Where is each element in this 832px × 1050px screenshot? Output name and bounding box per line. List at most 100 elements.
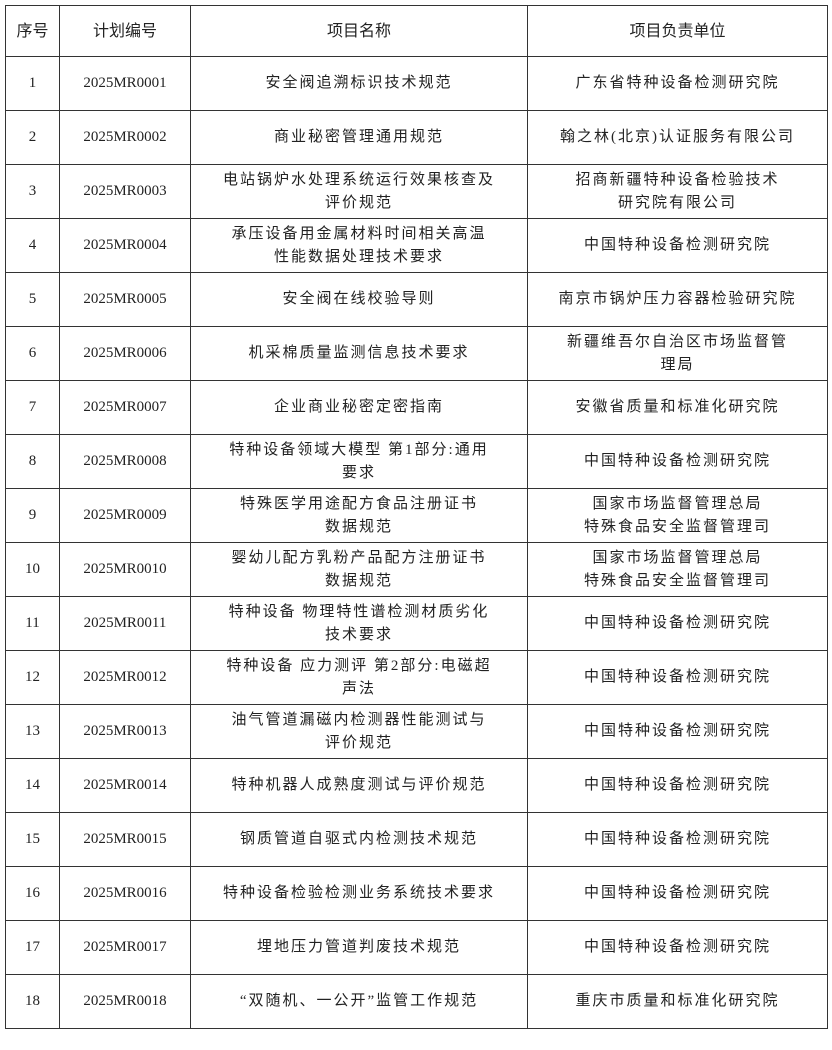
cell-responsible-unit-line: 中国特种设备检测研究院: [583, 615, 771, 631]
cell-responsible-unit-line: 理局: [660, 356, 695, 373]
cell-project-name-line: 安全阀在线校验导则: [282, 291, 436, 307]
table-row: 7 2025MR0007 企业商业秘密定密指南 安徽省质量和标准化研究院: [5, 380, 828, 435]
cell-responsible-unit-line: 新疆维吾尔自治区市场监督管: [566, 333, 788, 350]
table-row: 17 2025MR0017 埋地压力管道判废技术规范 中国特种设备检测研究院: [5, 920, 828, 975]
cell-project-name-line: 特种设备 应力测评 第2部分:电磁超: [226, 657, 492, 674]
cell-no: 9: [5, 488, 60, 543]
cell-responsible-unit-line: 特殊食品安全监督管理司: [583, 518, 771, 535]
cell-code: 2025MR0009: [59, 488, 191, 543]
cell-no: 3: [5, 164, 60, 219]
table-row: 3 2025MR0003 电站锅炉水处理系统运行效果核查及 评价规范 招商新疆特种设备检…: [5, 164, 828, 219]
cell-project-name-line: 电站锅炉水处理系统运行效果核查及: [222, 171, 495, 188]
cell-responsible-unit-line: 安徽省质量和标准化研究院: [575, 399, 780, 415]
cell-project-name: 特种设备 应力测评 第2部分:电磁超 声法: [190, 650, 528, 705]
cell-project-name: 商业秘密管理通用规范: [190, 110, 528, 165]
cell-responsible-unit-line: 中国特种设备检测研究院: [583, 831, 771, 847]
cell-project-name-line: 要求: [341, 464, 376, 481]
cell-project-name: 安全阀追溯标识技术规范: [190, 56, 528, 111]
cell-responsible-unit: 中国特种设备检测研究院: [527, 920, 828, 975]
cell-project-name: 机采棉质量监测信息技术要求: [190, 326, 528, 381]
cell-code: 2025MR0014: [59, 758, 191, 813]
cell-code: 2025MR0016: [59, 866, 191, 921]
cell-responsible-unit-line: 中国特种设备检测研究院: [583, 885, 771, 901]
table-row: 18 2025MR0018 “双随机、一公开”监管工作规范 重庆市质量和标准化研究院: [5, 974, 828, 1029]
cell-project-name-line: 特种设备领域大模型 第1部分:通用: [229, 441, 489, 458]
cell-responsible-unit-line: 广东省特种设备检测研究院: [575, 75, 780, 91]
cell-project-name-line: 商业秘密管理通用规范: [273, 129, 444, 145]
cell-responsible-unit-line: 中国特种设备检测研究院: [583, 669, 771, 685]
cell-responsible-unit-line: 中国特种设备检测研究院: [583, 723, 771, 739]
cell-project-name-line: 油气管道漏磁内检测器性能测试与: [231, 711, 487, 728]
cell-project-name-line: 评价规范: [324, 194, 393, 211]
cell-responsible-unit-line: 国家市场监督管理总局: [592, 495, 763, 512]
cell-no: 1: [5, 56, 60, 111]
cell-code: 2025MR0001: [59, 56, 191, 111]
cell-responsible-unit: 新疆维吾尔自治区市场监督管 理局: [527, 326, 828, 381]
cell-responsible-unit-line: 研究院有限公司: [617, 194, 737, 211]
table-row: 5 2025MR0005 安全阀在线校验导则 南京市锅炉压力容器检验研究院: [5, 272, 828, 327]
cell-project-name-line: 钢质管道自驱式内检测技术规范: [239, 831, 478, 847]
cell-responsible-unit: 中国特种设备检测研究院: [527, 434, 828, 489]
table-row: 6 2025MR0006 机采棉质量监测信息技术要求 新疆维吾尔自治区市场监督管 理局: [5, 326, 828, 381]
cell-code: 2025MR0011: [59, 596, 191, 651]
cell-project-name: 企业商业秘密定密指南: [190, 380, 528, 435]
cell-code: 2025MR0013: [59, 704, 191, 759]
cell-responsible-unit-line: 中国特种设备检测研究院: [583, 777, 771, 793]
cell-project-name-line: 企业商业秘密定密指南: [273, 399, 444, 415]
cell-code: 2025MR0010: [59, 542, 191, 597]
cell-project-name-line: 性能数据处理技术要求: [273, 248, 444, 265]
cell-project-name: 电站锅炉水处理系统运行效果核查及 评价规范: [190, 164, 528, 219]
cell-code: 2025MR0017: [59, 920, 191, 975]
cell-project-name-line: 特种机器人成熟度测试与评价规范: [231, 777, 487, 793]
cell-responsible-unit-line: 招商新疆特种设备检验技术: [575, 171, 780, 188]
cell-responsible-unit: 重庆市质量和标准化研究院: [527, 974, 828, 1029]
cell-no: 8: [5, 434, 60, 489]
cell-responsible-unit-line: 重庆市质量和标准化研究院: [575, 993, 780, 1009]
cell-responsible-unit: 招商新疆特种设备检验技术 研究院有限公司: [527, 164, 828, 219]
cell-no: 4: [5, 218, 60, 273]
cell-responsible-unit: 中国特种设备检测研究院: [527, 650, 828, 705]
cell-project-name-line: 安全阀追溯标识技术规范: [265, 75, 453, 91]
cell-responsible-unit-line: 中国特种设备检测研究院: [583, 453, 771, 469]
header-code: 计划编号: [59, 5, 191, 57]
cell-code: 2025MR0005: [59, 272, 191, 327]
cell-project-name: 安全阀在线校验导则: [190, 272, 528, 327]
cell-project-name-line: 声法: [341, 680, 376, 697]
cell-project-name-line: 特种设备 物理特性谱检测材质劣化: [228, 603, 490, 620]
cell-responsible-unit: 国家市场监督管理总局 特殊食品安全监督管理司: [527, 488, 828, 543]
cell-project-name-line: 机采棉质量监测信息技术要求: [248, 345, 470, 361]
cell-responsible-unit: 中国特种设备检测研究院: [527, 812, 828, 867]
cell-responsible-unit: 中国特种设备检测研究院: [527, 758, 828, 813]
cell-no: 13: [5, 704, 60, 759]
cell-project-name-line: 特种设备检验检测业务系统技术要求: [222, 885, 495, 901]
cell-responsible-unit: 中国特种设备检测研究院: [527, 218, 828, 273]
cell-responsible-unit-line: 特殊食品安全监督管理司: [583, 572, 771, 589]
cell-code: 2025MR0006: [59, 326, 191, 381]
cell-responsible-unit: 中国特种设备检测研究院: [527, 866, 828, 921]
cell-project-name: 特种机器人成熟度测试与评价规范: [190, 758, 528, 813]
cell-responsible-unit: 广东省特种设备检测研究院: [527, 56, 828, 111]
cell-code: 2025MR0012: [59, 650, 191, 705]
cell-code: 2025MR0008: [59, 434, 191, 489]
table-row: 9 2025MR0009 特殊医学用途配方食品注册证书 数据规范 国家市场监督管理总局特…: [5, 488, 828, 543]
cell-no: 18: [5, 974, 60, 1029]
cell-responsible-unit-line: 南京市锅炉压力容器检验研究院: [558, 291, 797, 307]
header-unit: 项目负责单位: [527, 5, 828, 57]
cell-project-name: 钢质管道自驱式内检测技术规范: [190, 812, 528, 867]
table-row: 16 2025MR0016 特种设备检验检测业务系统技术要求 中国特种设备检测研究院: [5, 866, 828, 921]
cell-no: 10: [5, 542, 60, 597]
cell-responsible-unit-line: 中国特种设备检测研究院: [583, 237, 771, 253]
cell-project-name: “双随机、一公开”监管工作规范: [190, 974, 528, 1029]
cell-code: 2025MR0018: [59, 974, 191, 1029]
cell-no: 16: [5, 866, 60, 921]
cell-no: 6: [5, 326, 60, 381]
project-table: 序号 计划编号 项目名称 项目负责单位 1 2025MR0001 安全阀追溯标识技术…: [5, 5, 828, 1029]
cell-project-name-line: 技术要求: [324, 626, 393, 643]
cell-responsible-unit: 国家市场监督管理总局 特殊食品安全监督管理司: [527, 542, 828, 597]
cell-code: 2025MR0007: [59, 380, 191, 435]
cell-project-name-line: 埋地压力管道判废技术规范: [256, 939, 461, 955]
table-row: 15 2025MR0015 钢质管道自驱式内检测技术规范 中国特种设备检测研究院: [5, 812, 828, 867]
table-row: 4 2025MR0004 承压设备用金属材料时间相关高温 性能数据处理技术要求 中国特种…: [5, 218, 828, 273]
cell-no: 14: [5, 758, 60, 813]
cell-project-name-line: 特殊医学用途配方食品注册证书: [239, 495, 478, 512]
